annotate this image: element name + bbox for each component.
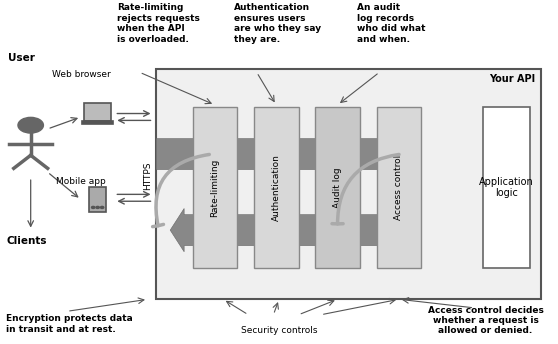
Circle shape (96, 206, 99, 208)
Text: Mobile app: Mobile app (56, 177, 106, 186)
Text: Clients: Clients (7, 236, 47, 246)
Text: Your API: Your API (489, 74, 536, 84)
Text: Rate-limiting
rejects requests
when the API
is overloaded.: Rate-limiting rejects requests when the … (117, 3, 200, 44)
Bar (254, 107, 299, 268)
Bar (483, 107, 530, 268)
Text: Authentication: Authentication (272, 154, 281, 221)
Bar (84, 103, 112, 121)
Text: Access control decides
whether a request is
allowed or denied.: Access control decides whether a request… (427, 305, 543, 335)
Circle shape (18, 117, 44, 133)
FancyArrow shape (156, 132, 413, 176)
Bar (89, 187, 106, 212)
Text: User: User (8, 53, 35, 64)
Text: Access control: Access control (395, 155, 403, 220)
Text: Security controls: Security controls (240, 326, 318, 335)
Bar (156, 69, 541, 299)
Text: Audit log: Audit log (333, 167, 342, 208)
Text: Encryption protects data
in transit and at rest.: Encryption protects data in transit and … (6, 314, 132, 334)
Bar (83, 121, 113, 124)
Text: Rate-limiting: Rate-limiting (210, 158, 219, 217)
Bar (377, 107, 421, 268)
Bar (315, 107, 360, 268)
Text: Application
logic: Application logic (479, 177, 534, 198)
Text: Authentication
ensures users
are who they say
they are.: Authentication ensures users are who the… (234, 3, 321, 44)
Bar (193, 107, 237, 268)
Text: An audit
log records
who did what
and when.: An audit log records who did what and wh… (357, 3, 426, 44)
Text: HTTPS: HTTPS (143, 161, 152, 190)
Circle shape (100, 206, 104, 208)
Circle shape (92, 206, 95, 208)
FancyArrow shape (170, 208, 421, 252)
Text: Web browser: Web browser (51, 70, 110, 79)
